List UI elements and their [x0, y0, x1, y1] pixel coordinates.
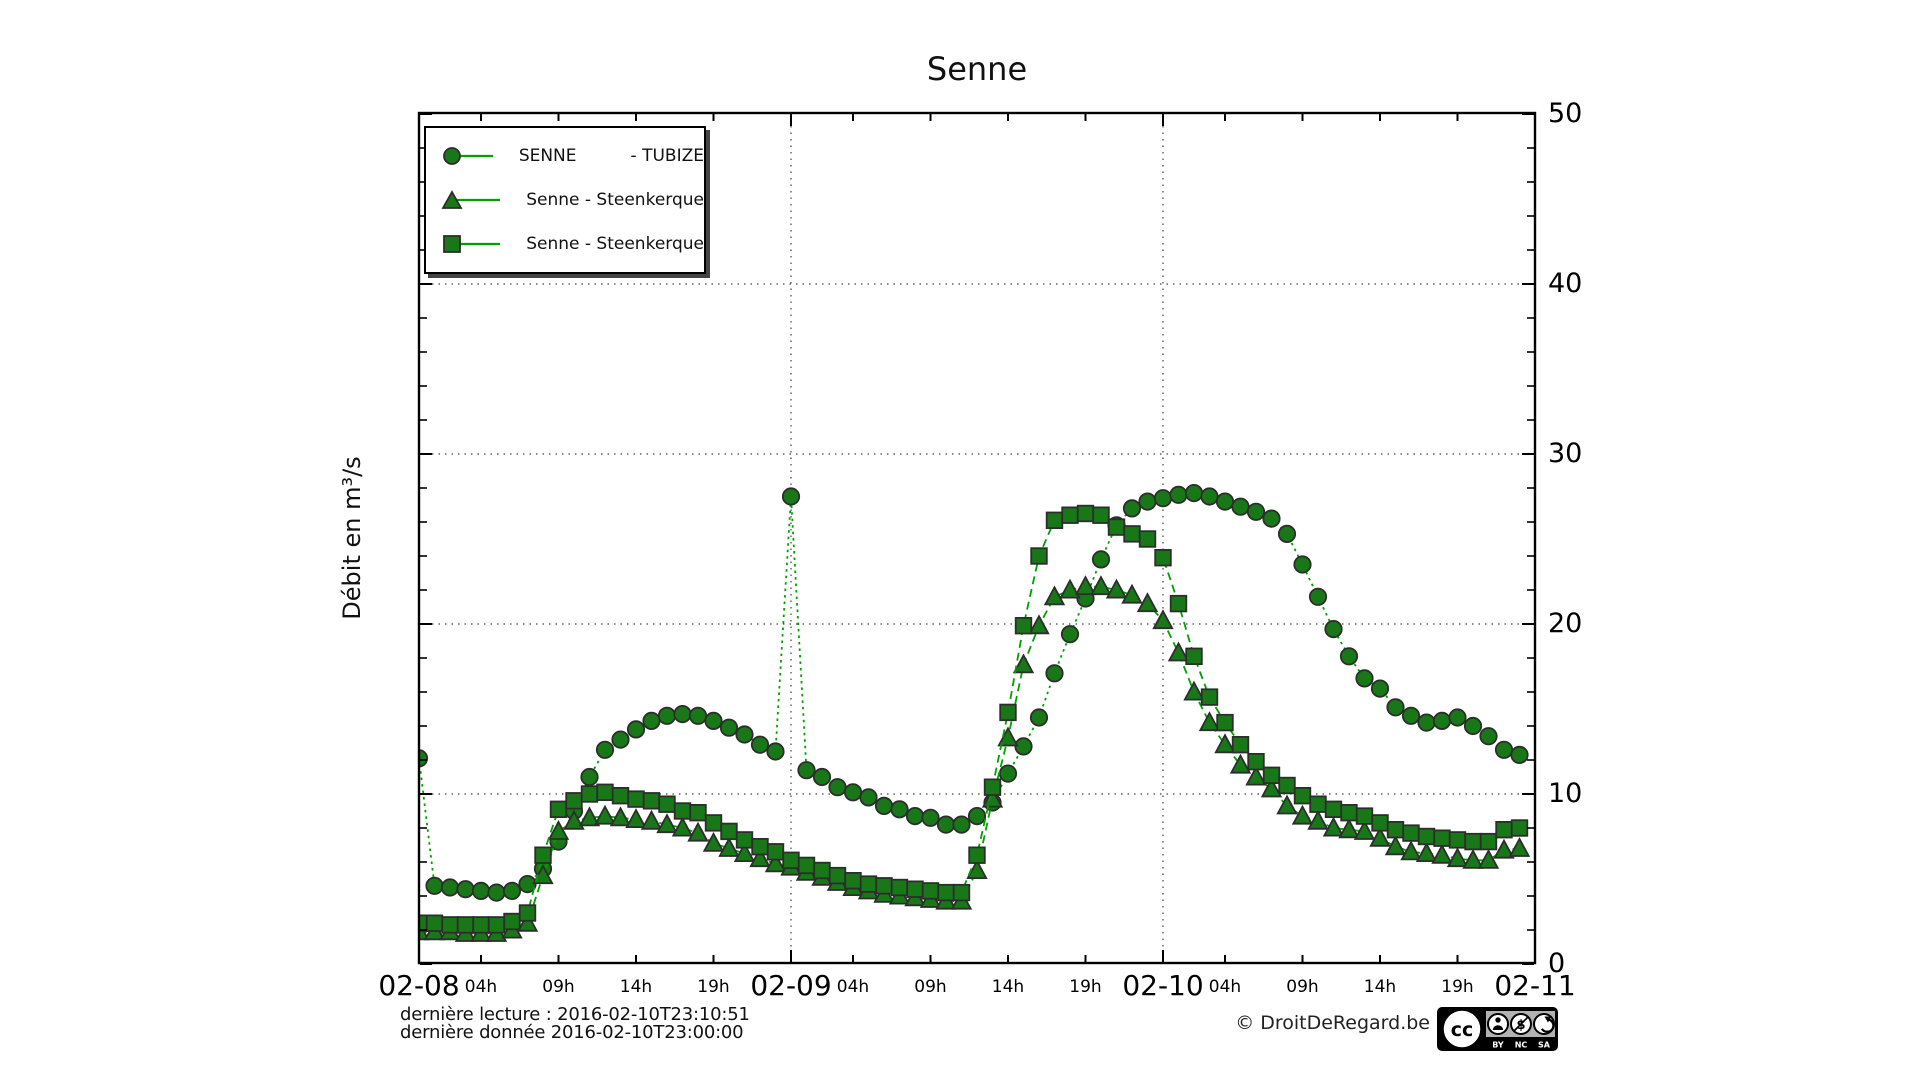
footer-status-lines: dernière lecture : 2016-02-10T23:10:51 d… [400, 1006, 750, 1042]
last-read-line: dernière lecture : 2016-02-10T23:10:51 [400, 1004, 750, 1025]
y-axis-label: Débit en m³/s [338, 456, 366, 620]
last-data-line: dernière donnée 2016-02-10T23:00:00 [400, 1022, 744, 1043]
legend-item-steenkerque-2: Senne - Steenkerque [440, 224, 704, 264]
y-tick-label: 50 [1548, 97, 1583, 129]
svg-text:SA: SA [1538, 1041, 1551, 1050]
x-hour-label: 09h [1286, 977, 1319, 997]
x-hour-label: 19h [1441, 977, 1474, 997]
svg-text:NC: NC [1515, 1041, 1528, 1050]
gridlines [419, 113, 1535, 963]
y-tick-label: 20 [1548, 607, 1583, 639]
y-tick-label: 0 [1548, 947, 1566, 979]
series-square [420, 504, 1529, 934]
legend-label: SENNE - TUBIZE [518, 146, 704, 166]
x-day-label: 02-10 [1122, 969, 1204, 1002]
copyright-text: © DroitDeRegard.be [1235, 1012, 1430, 1034]
chart-title: Senne [926, 50, 1028, 88]
x-hour-label: 09h [914, 977, 947, 997]
plot-frame [417, 111, 1537, 965]
svg-text:$: $ [1516, 1018, 1525, 1033]
x-day-label: 02-08 [378, 969, 460, 1002]
x-day-label: 02-11 [1494, 969, 1576, 1002]
x-hour-label: 19h [697, 977, 730, 997]
circle-marker-icon [443, 147, 493, 165]
legend-label: Senne - Steenkerque [526, 234, 704, 254]
legend-label: Senne - Steenkerque [526, 190, 704, 210]
y-tick-label: 40 [1548, 267, 1583, 299]
y-tick-label: 30 [1548, 437, 1583, 469]
cc-license-badge: cc $ BY NC SA [1437, 1007, 1558, 1051]
triangle-marker-icon [441, 190, 501, 209]
legend-item-steenkerque-1: Senne - Steenkerque [440, 180, 704, 220]
x-hour-label: 14h [1363, 977, 1397, 997]
y-tick-label: 10 [1548, 777, 1583, 809]
x-day-label: 02-09 [750, 969, 832, 1002]
chart-legend: SENNE - TUBIZE Senne - Steenkerque Senne… [424, 126, 706, 274]
x-hour-label: 04h [836, 977, 870, 997]
x-hour-label: 04h [464, 977, 498, 997]
x-hour-label: 14h [619, 977, 653, 997]
x-hour-label: 14h [991, 977, 1025, 997]
axis-ticks [418, 113, 1536, 965]
svg-text:BY: BY [1492, 1041, 1504, 1050]
x-hour-label: 09h [542, 977, 575, 997]
svg-text:cc: cc [1451, 1019, 1474, 1041]
square-marker-icon [443, 235, 501, 253]
legend-item-tubize: SENNE - TUBIZE [440, 136, 704, 176]
x-hour-label: 04h [1208, 977, 1242, 997]
x-hour-label: 19h [1069, 977, 1102, 997]
